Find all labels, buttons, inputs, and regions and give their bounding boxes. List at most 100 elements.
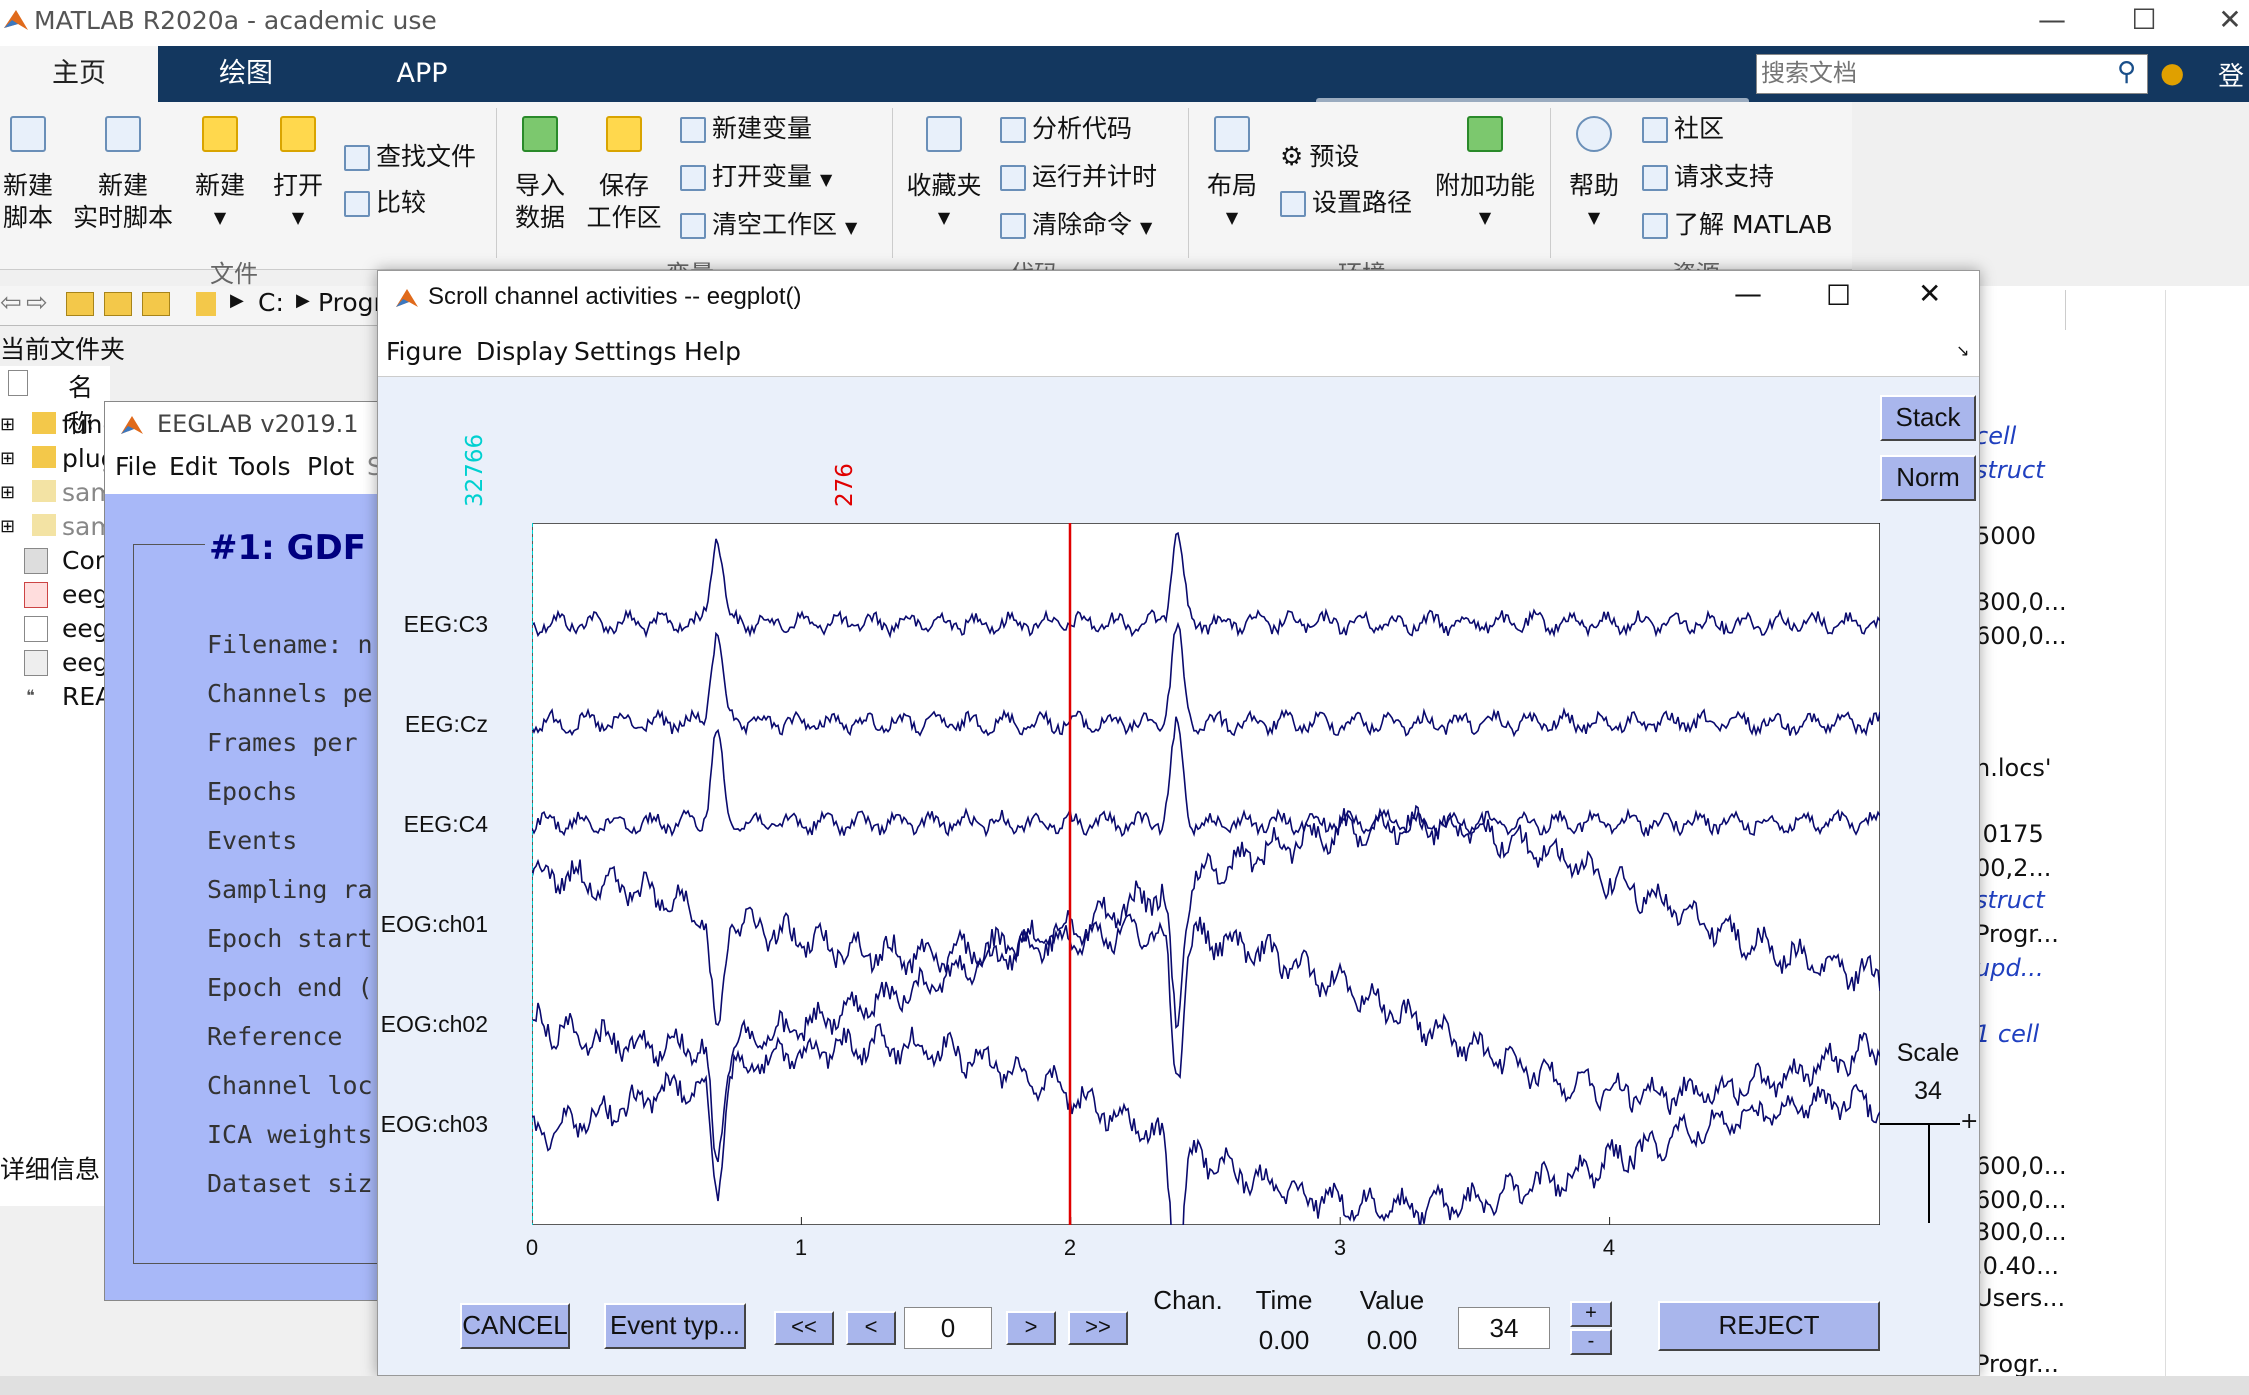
layout-button[interactable]: 布局 ▼ xyxy=(1200,116,1264,234)
current-folder-panel: 名称 xyxy=(0,366,110,1206)
search-folder-icon[interactable] xyxy=(142,292,170,316)
community-label: 社区 xyxy=(1674,114,1725,143)
new-variable-button[interactable]: 新建变量 xyxy=(680,112,812,146)
request-support-link[interactable]: 请求支持 xyxy=(1642,160,1774,194)
time-label: Time xyxy=(1255,1285,1313,1315)
learn-matlab-link[interactable]: 了解 MATLAB xyxy=(1642,208,1833,242)
request-support-label: 请求支持 xyxy=(1674,162,1775,191)
new-script-button[interactable]: 新建 脚本 xyxy=(0,116,56,234)
run-and-time-button[interactable]: 运行并计时 xyxy=(1000,160,1157,194)
expand-icon[interactable]: ⊞ xyxy=(0,414,16,435)
open-variable-button[interactable]: 打开变量 ▼ xyxy=(680,160,832,197)
favorites-icon xyxy=(926,116,962,152)
minimize-icon[interactable]: — xyxy=(2038,3,2066,36)
forward-button[interactable]: > xyxy=(1006,1311,1056,1345)
search-icon[interactable]: ⚲ xyxy=(2117,57,2137,87)
maximize-icon[interactable]: ☐ xyxy=(2131,3,2157,36)
learn-matlab-label: 了解 MATLAB xyxy=(1674,210,1833,239)
back-button[interactable]: < xyxy=(846,1311,896,1345)
analyze-code-button[interactable]: 分析代码 xyxy=(1000,112,1132,146)
divider xyxy=(1550,108,1551,258)
eeg-trace xyxy=(532,804,1880,1030)
community-icon xyxy=(1642,117,1668,143)
channel-label: EOG:ch01 xyxy=(380,911,488,937)
minimize-icon[interactable]: — xyxy=(1734,277,1762,310)
new-button[interactable]: 新建 ▼ xyxy=(188,116,252,234)
browse-folder-icon[interactable] xyxy=(104,292,132,316)
set-path-icon xyxy=(1280,191,1306,217)
norm-button[interactable]: Norm xyxy=(1880,455,1976,501)
import-data-button[interactable]: 导入 数据 xyxy=(510,116,570,234)
dock-arrow-icon[interactable]: ↘ xyxy=(1956,341,1970,360)
close-icon[interactable]: ✕ xyxy=(2218,3,2242,36)
new-live-script-button[interactable]: 新建 实时脚本 xyxy=(68,116,178,234)
menu-plot[interactable]: Plot xyxy=(307,452,355,481)
scale-input[interactable]: 34 xyxy=(1458,1307,1550,1349)
open-button[interactable]: 打开 ▼ xyxy=(266,116,330,234)
fast-back-button[interactable]: << xyxy=(774,1311,834,1345)
text-file-icon xyxy=(24,650,48,676)
cancel-button[interactable]: CANCEL xyxy=(460,1303,570,1349)
path-folder[interactable]: Progr xyxy=(318,288,384,317)
menu-edit[interactable]: Edit xyxy=(169,452,218,481)
name-column-header[interactable]: 名称 xyxy=(68,373,94,438)
login-link[interactable]: 登 xyxy=(2218,62,2245,92)
x-tick-label: 2 xyxy=(1063,1235,1077,1260)
menu-help[interactable]: Help xyxy=(684,337,741,366)
list-item[interactable]: eeg xyxy=(62,614,109,643)
list-item[interactable]: eeg xyxy=(62,580,109,609)
workspace-value: n.locs' xyxy=(1975,754,2052,782)
column-divider xyxy=(2165,290,2166,1376)
find-files-button[interactable]: 查找文件 xyxy=(344,140,476,174)
menu-display[interactable]: Display xyxy=(476,337,569,366)
chevron-down-icon: ▼ xyxy=(1139,218,1153,237)
community-link[interactable]: 社区 xyxy=(1642,112,1724,146)
clear-commands-button[interactable]: 清除命令 ▼ xyxy=(1000,208,1152,245)
back-arrow-icon[interactable]: ⇦ xyxy=(0,288,22,318)
list-item[interactable]: eeg xyxy=(62,648,109,677)
tab-home[interactable]: 主页 xyxy=(0,46,158,102)
path-drive[interactable]: C: xyxy=(258,288,284,317)
info-field: ICA weights xyxy=(207,1120,373,1149)
tab-apps[interactable]: APP xyxy=(396,58,448,89)
window-start-input[interactable]: 0 xyxy=(904,1307,992,1349)
reject-button[interactable]: REJECT xyxy=(1658,1301,1880,1351)
search-input[interactable] xyxy=(1757,55,2087,91)
expand-icon[interactable]: ⊞ xyxy=(0,448,16,469)
tab-plots[interactable]: 绘图 xyxy=(219,58,273,89)
maximize-icon[interactable]: ☐ xyxy=(1826,279,1852,312)
addons-button[interactable]: 附加功能 ▼ xyxy=(1430,116,1540,234)
eeg-signal-plot[interactable] xyxy=(532,523,1880,1225)
menu-file[interactable]: File xyxy=(115,452,157,481)
stack-button[interactable]: Stack xyxy=(1880,395,1976,441)
eegplot-title: Scroll channel activities -- eegplot() xyxy=(428,283,802,310)
notification-bell-icon[interactable]: ● xyxy=(2160,56,2185,89)
preferences-button[interactable]: ⚙ 预设 xyxy=(1280,140,1359,174)
file-section-label: 文件 xyxy=(210,260,258,288)
help-button[interactable]: 帮助 ▼ xyxy=(1564,116,1624,234)
menu-figure[interactable]: Figure xyxy=(386,337,463,366)
list-item[interactable]: Con xyxy=(62,546,111,575)
scale-plus-icon: + xyxy=(1960,1109,1979,1134)
up-folder-icon[interactable] xyxy=(66,292,94,316)
scale-decrease-button[interactable]: - xyxy=(1570,1329,1612,1355)
file-list: ⊞ func ⊞ plug ⊞ sam ⊞ sam Con eeg eeg ee… xyxy=(0,408,117,728)
find-files-label: 查找文件 xyxy=(376,142,477,171)
search-documentation-field[interactable]: ⚲ xyxy=(1756,54,2148,94)
menu-tools[interactable]: Tools xyxy=(229,452,291,481)
scale-increase-button[interactable]: + xyxy=(1570,1301,1612,1327)
x-tick-label: 4 xyxy=(1602,1235,1616,1260)
expand-icon[interactable]: ⊞ xyxy=(0,482,16,503)
fast-forward-button[interactable]: >> xyxy=(1068,1311,1128,1345)
clear-workspace-button[interactable]: 清空工作区 ▼ xyxy=(680,208,857,245)
menu-settings[interactable]: Settings xyxy=(574,337,677,366)
set-path-button[interactable]: 设置路径 xyxy=(1280,186,1412,220)
forward-arrow-icon[interactable]: ⇨ xyxy=(26,288,48,318)
close-icon[interactable]: ✕ xyxy=(1918,277,1942,310)
favorites-button[interactable]: 收藏夹 ▼ xyxy=(904,116,984,234)
compare-button[interactable]: 比较 xyxy=(344,186,426,220)
event-type-button[interactable]: Event typ... xyxy=(604,1303,746,1349)
list-item[interactable]: REA xyxy=(62,682,113,711)
expand-icon[interactable]: ⊞ xyxy=(0,516,16,537)
save-workspace-button[interactable]: 保存 工作区 xyxy=(582,116,666,234)
